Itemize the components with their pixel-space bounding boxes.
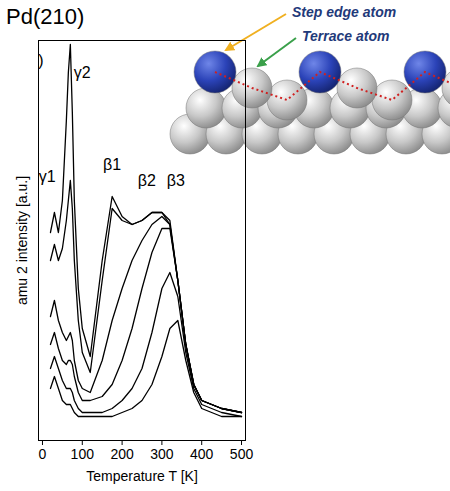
svg-text:β1: β1	[103, 156, 121, 173]
svg-text:400: 400	[190, 446, 214, 462]
svg-text:amu 2 intensity [a.u.]: amu 2 intensity [a.u.]	[14, 176, 30, 305]
svg-text:300: 300	[150, 446, 174, 462]
svg-text:β2: β2	[138, 172, 156, 189]
svg-text:Terrace atom: Terrace atom	[302, 28, 389, 44]
svg-text:Temperature T [K]: Temperature T [K]	[86, 468, 198, 484]
html-text:Pd(210): Pd(210)	[6, 4, 85, 29]
svg-text:β3: β3	[167, 172, 185, 189]
svg-text:Step edge atom: Step edge atom	[292, 4, 396, 20]
svg-text:γ1: γ1	[39, 168, 56, 185]
svg-text:0: 0	[39, 446, 47, 462]
svg-text:500: 500	[230, 446, 254, 462]
svg-text:): )	[38, 52, 43, 69]
svg-text:γ2: γ2	[74, 64, 91, 81]
svg-text:200: 200	[110, 446, 134, 462]
svg-text:100: 100	[71, 446, 95, 462]
